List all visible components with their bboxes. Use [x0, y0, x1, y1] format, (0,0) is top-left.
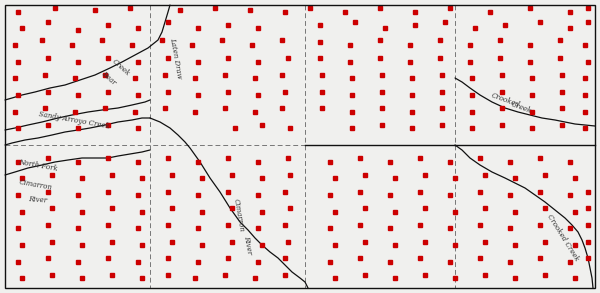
Text: Bear: Bear: [100, 69, 118, 86]
Text: River: River: [242, 235, 253, 255]
Text: Creek: Creek: [110, 58, 131, 78]
Text: Crooked: Crooked: [490, 91, 521, 109]
Text: Creek: Creek: [510, 100, 533, 115]
Text: River: River: [28, 195, 47, 205]
Text: Crooked Creek: Crooked Creek: [545, 213, 580, 263]
Text: North Fork: North Fork: [18, 158, 59, 172]
Text: Cimarron: Cimarron: [232, 197, 246, 232]
Text: Cimarron: Cimarron: [18, 178, 53, 192]
Text: Laten Draw: Laten Draw: [168, 37, 183, 79]
Text: Sandy Arroyo Creek: Sandy Arroyo Creek: [38, 110, 110, 130]
